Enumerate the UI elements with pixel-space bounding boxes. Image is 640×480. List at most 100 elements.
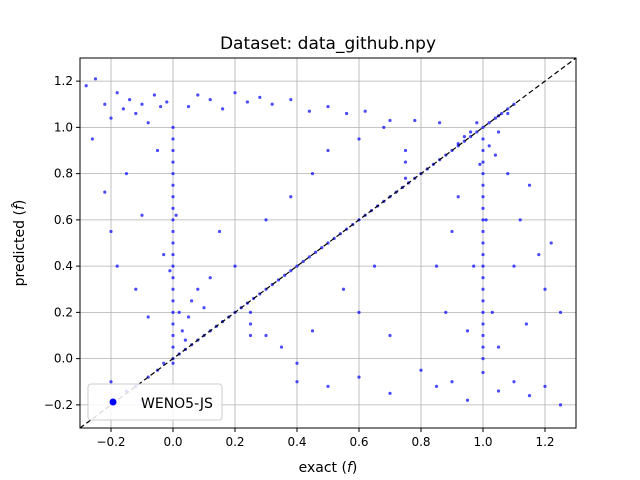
data-point (289, 98, 293, 102)
data-point (465, 329, 470, 333)
data-point (481, 241, 485, 245)
chart-title: Dataset: data_github.npy (220, 34, 436, 54)
data-point (307, 109, 311, 113)
data-point (196, 93, 200, 97)
data-point (295, 264, 299, 268)
data-point (245, 100, 249, 104)
data-point (326, 148, 330, 153)
x-axis-label-close: ) (352, 460, 357, 476)
data-point (264, 333, 268, 338)
data-point (481, 172, 485, 176)
data-point (419, 368, 423, 372)
data-point (171, 299, 175, 303)
data-point (171, 137, 175, 141)
data-point (403, 148, 408, 153)
data-point (487, 144, 491, 148)
data-point (481, 206, 485, 210)
data-point (558, 310, 563, 314)
data-point (196, 287, 200, 291)
data-point (438, 121, 442, 125)
legend-marker (109, 398, 117, 406)
data-point (171, 333, 175, 338)
data-point (481, 299, 485, 303)
data-point (326, 384, 330, 388)
data-point (171, 148, 175, 153)
data-point (171, 125, 175, 129)
y-tick-label: 0.8 (54, 167, 73, 181)
data-point (481, 218, 485, 222)
data-point (140, 213, 144, 217)
data-point (434, 264, 439, 268)
data-point (221, 107, 225, 111)
data-point (493, 116, 497, 120)
data-point (155, 148, 160, 153)
data-point (496, 130, 501, 134)
data-point (388, 391, 392, 395)
data-point (183, 338, 187, 342)
data-point (481, 125, 485, 129)
data-point (382, 125, 386, 129)
data-point (490, 310, 494, 314)
data-point (162, 361, 166, 365)
data-point (174, 213, 178, 217)
data-point (450, 229, 454, 234)
data-point (524, 322, 529, 326)
data-point (388, 333, 392, 338)
data-point (140, 102, 144, 106)
y-tick-label: −0.2 (44, 398, 73, 412)
x-tick-label: 1.2 (535, 435, 554, 449)
data-point (481, 370, 485, 375)
data-point (217, 229, 222, 234)
data-point (481, 287, 485, 291)
data-point (496, 389, 501, 393)
data-point (481, 264, 485, 268)
data-point (171, 310, 175, 314)
data-point (493, 153, 497, 157)
data-point (171, 183, 175, 187)
data-point (171, 195, 175, 199)
data-point (171, 322, 175, 326)
data-point (472, 264, 476, 268)
data-point (481, 160, 485, 164)
data-point (465, 398, 470, 402)
data-point (363, 109, 367, 113)
data-point (233, 264, 237, 268)
x-tick-label: −0.2 (96, 435, 125, 449)
legend-label: WENO5-JS (141, 396, 213, 412)
data-point (413, 118, 417, 123)
data-point (202, 306, 206, 310)
data-point (481, 183, 485, 187)
data-point (481, 195, 485, 199)
data-point (146, 121, 150, 125)
x-tick-label: 0.4 (287, 435, 306, 449)
data-point (109, 380, 113, 384)
data-point (295, 380, 299, 384)
data-point (487, 121, 491, 125)
data-point (481, 322, 485, 326)
data-point (90, 137, 94, 141)
data-point (496, 345, 501, 349)
data-point (270, 102, 274, 106)
y-tick-label: 1.0 (54, 120, 73, 134)
data-point (462, 135, 466, 139)
y-tick-label: 0.4 (54, 259, 73, 273)
data-point (208, 276, 212, 280)
data-point (168, 269, 172, 273)
data-point (481, 252, 485, 257)
data-point (444, 310, 448, 314)
data-point (481, 357, 485, 361)
y-tick-label: 0.2 (54, 305, 73, 319)
data-point (186, 315, 191, 319)
x-tick-label: 0.8 (411, 435, 430, 449)
data-point (537, 252, 541, 257)
data-point (115, 91, 119, 95)
data-point (165, 100, 169, 104)
data-point (171, 160, 175, 164)
data-point (512, 264, 516, 268)
data-point (310, 329, 315, 333)
y-tick-label: 1.2 (54, 74, 73, 88)
data-point (506, 111, 510, 116)
data-point (121, 107, 125, 111)
data-point (171, 345, 175, 349)
data-point (478, 162, 482, 166)
